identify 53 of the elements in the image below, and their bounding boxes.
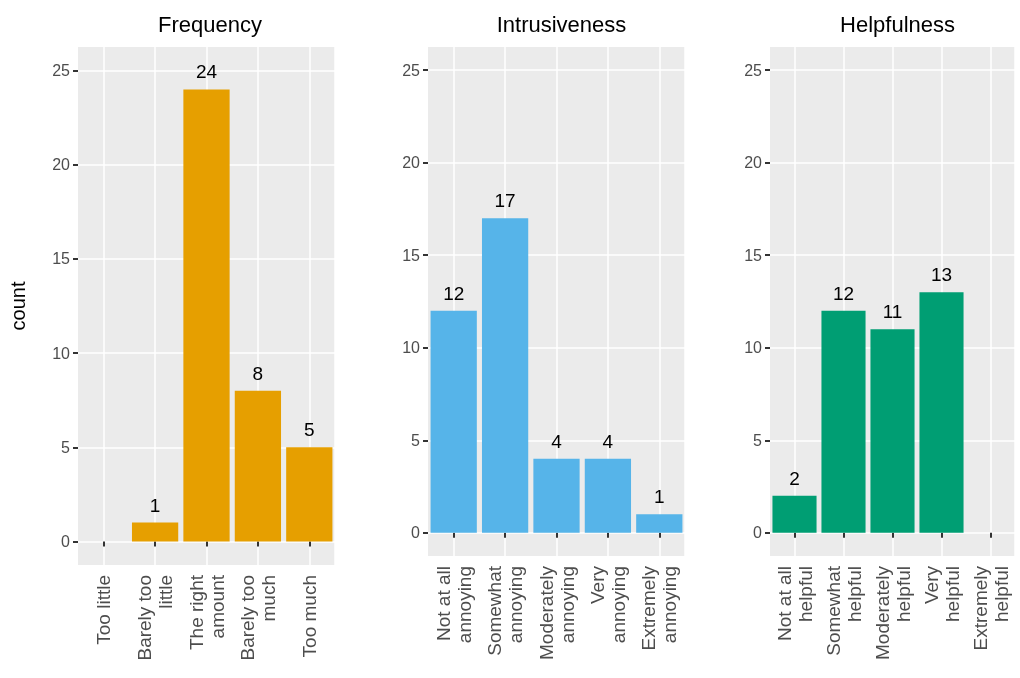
y-tick-label: 15 [52,250,71,268]
y-tick-label: 5 [61,438,71,456]
x-tick-label: Too little [93,575,115,645]
y-tick-label: 15 [744,246,763,264]
data-label: 1 [654,486,665,508]
y-tick-label: 15 [402,246,421,264]
bar [919,292,964,533]
x-tick-label: Barely too little [134,575,177,661]
bar [636,514,683,533]
bar [584,458,632,533]
chart-title: Frequency [158,11,262,37]
bar [131,522,179,542]
bar [286,447,333,542]
data-label: 17 [494,190,516,212]
y-tick-label: 20 [402,154,421,172]
data-label: 4 [551,430,563,452]
bar [870,329,915,533]
bar [183,89,230,542]
bar [234,390,282,542]
data-label: 8 [252,362,264,384]
data-label: 4 [602,430,614,452]
y-tick-label: 25 [744,61,763,79]
y-tick-label: 10 [402,339,421,357]
data-label: 2 [789,467,800,489]
data-label: 12 [832,282,855,304]
y-tick-label: 10 [744,339,763,357]
bar [772,495,817,533]
chart-title: Intrusiveness [496,11,627,37]
y-tick-label: 20 [744,154,763,172]
chart-title: Helpfulness [840,11,955,37]
x-tick-label: Too much [298,575,320,658]
data-label: 5 [304,419,315,441]
y-tick-label: 0 [61,532,71,550]
y-axis-title: count [7,281,29,331]
y-tick-label: 25 [402,61,421,79]
bar [821,310,866,533]
data-label: 1 [149,494,161,516]
y-tick-label: 20 [52,156,71,174]
y-tick-label: 0 [411,524,421,542]
data-label: 24 [195,61,218,83]
bar [533,458,580,533]
x-tick-label: Not at all helpful [773,566,816,641]
y-tick-label: 25 [52,62,71,80]
data-label: 13 [930,264,953,286]
x-tick-label: Not at all annoying [432,566,475,644]
data-label: 12 [443,282,465,304]
bar [481,218,529,533]
y-tick-label: 10 [52,344,71,362]
bar [430,310,477,533]
data-label: 11 [882,301,903,323]
y-tick-label: 5 [411,431,421,449]
y-tick-label: 5 [753,431,763,449]
y-tick-label: 0 [753,524,763,542]
